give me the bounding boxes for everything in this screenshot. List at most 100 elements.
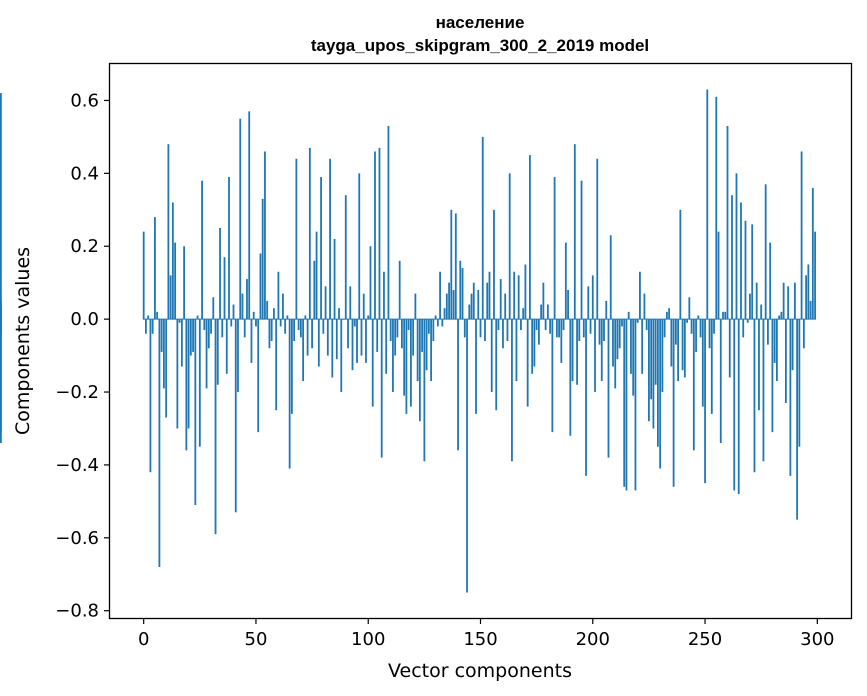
- bar: [445, 293, 448, 320]
- bar: [661, 319, 664, 393]
- bar: [735, 173, 738, 320]
- bar: [762, 319, 765, 462]
- bar: [414, 293, 417, 320]
- bar: [771, 319, 774, 433]
- bar: [746, 319, 749, 323]
- chart-title: население: [436, 13, 525, 32]
- bar: [367, 315, 370, 320]
- bar: [546, 304, 549, 320]
- bar: [697, 315, 700, 320]
- bar: [789, 319, 792, 476]
- bar: [567, 289, 569, 320]
- bar: [183, 246, 185, 320]
- bar: [515, 319, 518, 382]
- bar: [250, 319, 253, 363]
- bar: [237, 319, 239, 393]
- bar: [564, 242, 567, 320]
- bar: [299, 319, 302, 338]
- bar: [517, 275, 520, 320]
- bar: [241, 293, 244, 320]
- bar: [448, 282, 450, 320]
- bar: [798, 319, 801, 447]
- bar: [614, 319, 617, 389]
- bar: [207, 319, 210, 349]
- bar: [695, 319, 697, 352]
- bar: [192, 319, 194, 352]
- bar: [432, 319, 435, 341]
- bar: [569, 319, 572, 436]
- bar: [264, 151, 266, 320]
- bar: [488, 271, 491, 320]
- bar: [724, 311, 727, 320]
- bar: [753, 319, 756, 473]
- bar: [755, 282, 758, 320]
- bar: [513, 271, 516, 320]
- bar: [194, 319, 197, 506]
- bar: [744, 220, 747, 320]
- bar: [322, 319, 325, 334]
- bar: [252, 311, 255, 320]
- bar: [495, 319, 498, 411]
- chart-subtitle: tayga_upos_skipgram_300_2_2019 model: [311, 36, 649, 55]
- bar: [425, 319, 428, 371]
- bar: [800, 151, 803, 320]
- bar: [571, 319, 574, 382]
- bar: [273, 308, 275, 320]
- bar: [284, 319, 287, 334]
- bar: [430, 319, 432, 382]
- bar: [156, 311, 159, 320]
- bar: [679, 209, 682, 320]
- bar: [479, 319, 482, 338]
- bar: [275, 319, 278, 411]
- bar: [612, 319, 614, 367]
- bar: [340, 319, 343, 393]
- bar: [174, 242, 177, 320]
- bar: [418, 319, 421, 422]
- bar: [266, 300, 269, 320]
- bar: [526, 319, 529, 407]
- bar: [214, 319, 217, 535]
- bar: [621, 319, 623, 327]
- bar: [196, 315, 199, 320]
- bar: [398, 260, 401, 320]
- bar: [522, 308, 525, 320]
- bar: [639, 271, 641, 320]
- bar: [212, 297, 215, 320]
- bar: [636, 319, 639, 323]
- bar: [706, 89, 709, 320]
- bar: [598, 319, 601, 345]
- bar: [255, 319, 257, 327]
- bar: [650, 319, 653, 400]
- bar: [486, 282, 489, 320]
- bar: [627, 311, 630, 320]
- bar: [385, 319, 388, 374]
- bar: [374, 151, 376, 320]
- bar: [805, 275, 807, 320]
- bar: [326, 319, 329, 356]
- bar: [268, 319, 271, 349]
- y-tick-label: 0.6: [70, 90, 99, 111]
- bar: [401, 319, 403, 349]
- bar-series: [0, 89, 816, 593]
- bar: [324, 286, 327, 320]
- bar: [713, 319, 715, 334]
- bar: [623, 319, 626, 487]
- bar: [369, 246, 372, 320]
- y-tick-label: −0.4: [55, 455, 99, 476]
- bar: [760, 304, 763, 320]
- bar: [403, 319, 406, 396]
- bar: [396, 319, 399, 338]
- bar: [162, 319, 165, 389]
- bar: [257, 319, 260, 433]
- bar: [423, 319, 426, 462]
- bar: [358, 173, 361, 320]
- x-tick-label: 250: [688, 629, 722, 650]
- bar: [618, 319, 621, 349]
- bar: [490, 319, 493, 393]
- bar: [360, 319, 363, 356]
- bar: [459, 260, 462, 320]
- bar: [659, 319, 662, 469]
- bar: [751, 224, 754, 320]
- bar: [499, 279, 502, 320]
